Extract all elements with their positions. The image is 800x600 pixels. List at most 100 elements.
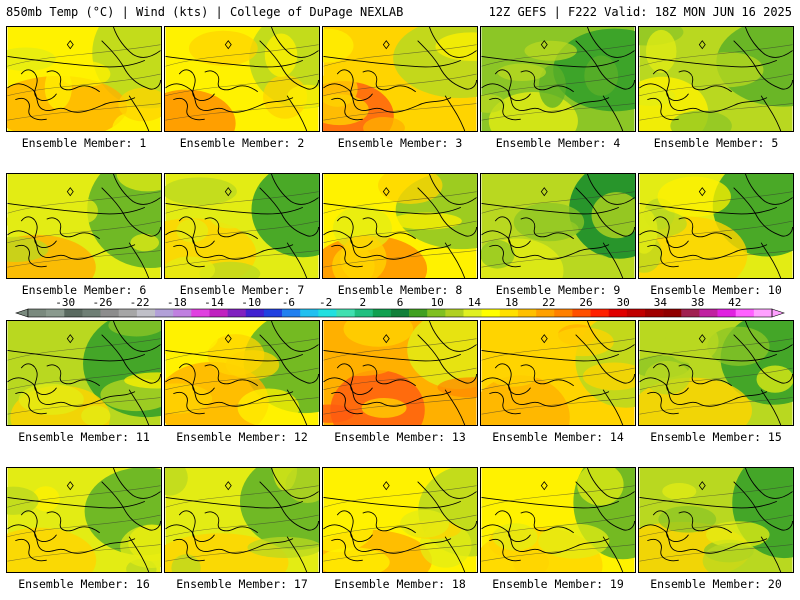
- colorbar-segment: [681, 309, 700, 317]
- station-marker-icon: [540, 187, 548, 197]
- ensemble-member-map: [322, 26, 478, 132]
- ensemble-member-map: [6, 173, 162, 279]
- ensemble-member-map: [480, 320, 636, 426]
- ensemble-member-map: [6, 467, 162, 573]
- colorbar-tick-label: -10: [241, 296, 261, 309]
- ensemble-member-map: [164, 173, 320, 279]
- temperature-field: [165, 174, 319, 278]
- colorbar-segment: [445, 309, 464, 317]
- colorbar-segment: [644, 309, 664, 317]
- colorbar-segment: [499, 309, 519, 317]
- station-marker-icon: [224, 187, 232, 197]
- colorbar-segment: [753, 309, 773, 317]
- colorbar-tick-label: 38: [691, 296, 704, 309]
- colorbar-segment: [118, 309, 138, 317]
- station-marker-icon: [540, 40, 548, 50]
- ensemble-member-label: Ensemble Member: 16: [18, 577, 150, 591]
- ensemble-member-label: Ensemble Member: 11: [18, 430, 150, 444]
- ensemble-member-map: [6, 26, 162, 132]
- station-marker-icon: [382, 334, 390, 344]
- temperature-field: [639, 468, 793, 572]
- ensemble-member-label: Ensemble Member: 2: [179, 136, 305, 150]
- ensemble-member-map: [164, 26, 320, 132]
- colorbar-segment: [427, 309, 446, 317]
- station-marker-icon: [382, 40, 390, 50]
- colorbar-left-arrow: [15, 308, 29, 318]
- colorbar-segment: [282, 309, 301, 317]
- ensemble-member-label: Ensemble Member: 10: [650, 283, 782, 297]
- station-marker-icon: [66, 40, 74, 50]
- temperature-field: [323, 321, 477, 425]
- colorbar-segment: [390, 309, 410, 317]
- temperature-field: [481, 27, 635, 131]
- station-marker-icon: [382, 481, 390, 491]
- temperature-colorbar: -30 -26 -22 -18 -14 -10 -6 -2 2 6 10 14 18 22 26 30 34 38…: [15, 296, 785, 318]
- colorbar-right-arrow: [771, 308, 785, 318]
- station-marker-icon: [540, 334, 548, 344]
- colorbar-segment: [263, 309, 283, 317]
- temperature-field: [323, 174, 477, 278]
- colorbar-segment: [536, 309, 555, 317]
- colorbar-tick-label: 26: [579, 296, 592, 309]
- ensemble-member-label: Ensemble Member: 6: [21, 283, 147, 297]
- colorbar-tick-label: -2: [319, 296, 332, 309]
- temperature-field: [481, 321, 635, 425]
- ensemble-member-map: [322, 467, 478, 573]
- ensemble-member-label: Ensemble Member: 8: [337, 283, 463, 297]
- station-marker-icon: [698, 40, 706, 50]
- colorbar-segment: [155, 309, 174, 317]
- ensemble-member-map: [322, 320, 478, 426]
- ensemble-member-label: Ensemble Member: 17: [176, 577, 308, 591]
- colorbar-segment: [463, 309, 482, 317]
- station-marker-icon: [540, 481, 548, 491]
- colorbar-segment: [318, 309, 337, 317]
- station-marker-icon: [66, 481, 74, 491]
- temperature-field: [7, 468, 161, 572]
- ensemble-member-map: [164, 467, 320, 573]
- ensemble-member-label: Ensemble Member: 4: [495, 136, 621, 150]
- colorbar-segment: [28, 309, 47, 317]
- temperature-field: [7, 174, 161, 278]
- colorbar-tick-label: 42: [728, 296, 741, 309]
- ensemble-member-label: Ensemble Member: 5: [653, 136, 779, 150]
- ensemble-member-label: Ensemble Member: 20: [650, 577, 782, 591]
- temperature-field: [481, 468, 635, 572]
- temperature-field: [323, 468, 477, 572]
- colorbar-segment: [46, 309, 65, 317]
- temperature-field: [165, 27, 319, 131]
- ensemble-member-label: Ensemble Member: 19: [492, 577, 624, 591]
- colorbar-segment: [590, 309, 609, 317]
- ensemble-member-map: [638, 173, 794, 279]
- colorbar-segment: [481, 309, 501, 317]
- station-marker-icon: [698, 187, 706, 197]
- map-title: 850mb Temp (°C) | Wind (kts) | College o…: [6, 5, 404, 19]
- colorbar-tick-label: -22: [130, 296, 150, 309]
- colorbar-segment: [608, 309, 628, 317]
- station-marker-icon: [224, 40, 232, 50]
- temperature-field: [481, 174, 635, 278]
- ensemble-member-map: [322, 173, 478, 279]
- colorbar-segment: [300, 309, 319, 317]
- ensemble-member-map: [480, 26, 636, 132]
- ensemble-member-map: [480, 173, 636, 279]
- ensemble-member-label: Ensemble Member: 7: [179, 283, 305, 297]
- colorbar-tick-label: -26: [92, 296, 112, 309]
- colorbar-segment: [572, 309, 591, 317]
- ensemble-member-map: [638, 467, 794, 573]
- ensemble-member-label: Ensemble Member: 18: [334, 577, 466, 591]
- colorbar-segment: [409, 309, 428, 317]
- ensemble-member-label: Ensemble Member: 14: [492, 430, 624, 444]
- colorbar-segment: [354, 309, 374, 317]
- station-marker-icon: [66, 334, 74, 344]
- colorbar-tick-label: 6: [397, 296, 404, 309]
- station-marker-icon: [66, 187, 74, 197]
- station-marker-icon: [698, 481, 706, 491]
- colorbar-tick-label: 34: [654, 296, 668, 309]
- colorbar-segment: [699, 309, 718, 317]
- ensemble-member-map: [638, 26, 794, 132]
- colorbar-segment: [554, 309, 573, 317]
- ensemble-member-label: Ensemble Member: 1: [21, 136, 147, 150]
- colorbar-segment: [336, 309, 355, 317]
- station-marker-icon: [224, 481, 232, 491]
- temperature-field: [639, 174, 793, 278]
